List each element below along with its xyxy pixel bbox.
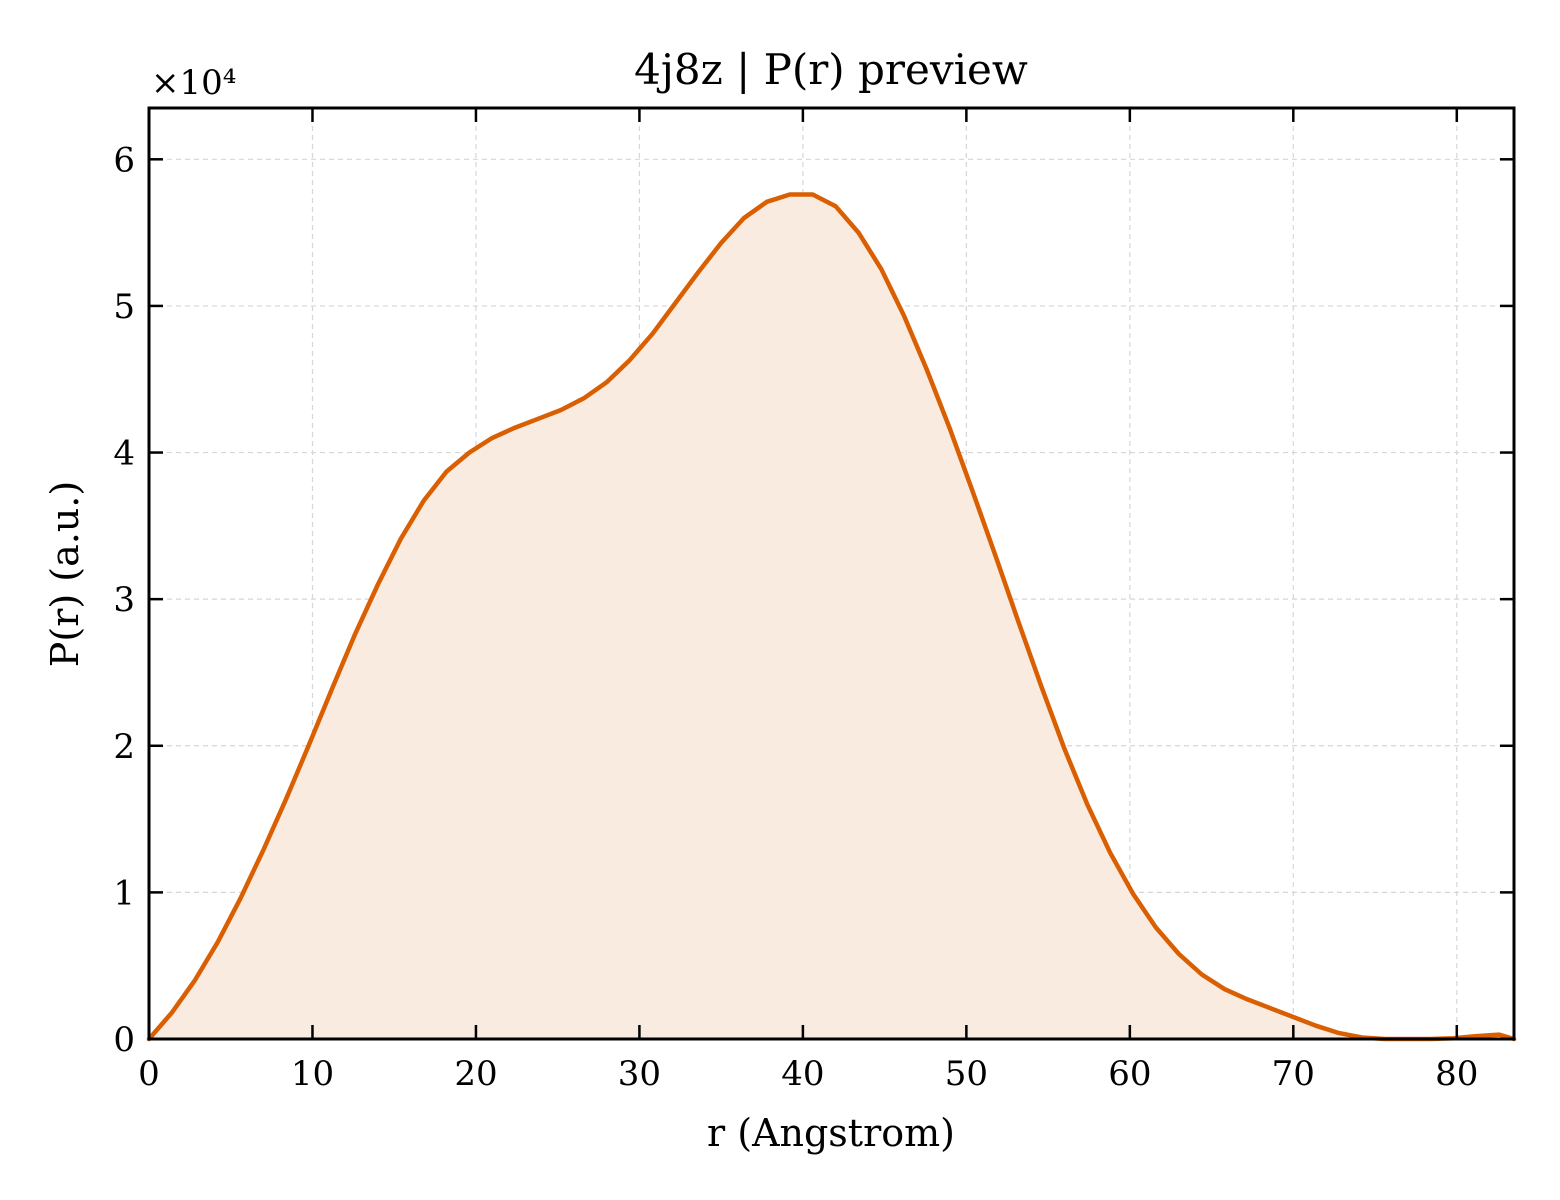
y-tick-label: 5 — [113, 287, 135, 327]
x-tick-label: 70 — [1272, 1054, 1315, 1094]
x-tick-label: 80 — [1435, 1054, 1478, 1094]
x-tick-label: 50 — [945, 1054, 988, 1094]
x-tick-label: 40 — [781, 1054, 824, 1094]
x-tick-label: 20 — [454, 1054, 497, 1094]
x-tick-label: 60 — [1108, 1054, 1151, 1094]
y-tick-label: 4 — [113, 434, 135, 474]
x-tick-label: 0 — [138, 1054, 160, 1094]
y-tick-label: 3 — [113, 580, 135, 620]
y-multiplier-label: ×10⁴ — [151, 63, 236, 103]
y-tick-label: 6 — [113, 140, 135, 180]
plot-frame — [147, 106, 1516, 1041]
axis-ticks — [147, 108, 1514, 1041]
tick-labels: 0 10 20 30 40 50 60 70 80 0 1 2 3 4 5 6 — [113, 140, 1478, 1094]
area-fill — [149, 194, 1514, 1039]
chart-title: 4j8z | P(r) preview — [634, 45, 1028, 94]
x-axis-label: r (Angstrom) — [707, 1111, 955, 1155]
x-tick-label: 30 — [618, 1054, 661, 1094]
y-tick-label: 2 — [113, 727, 135, 767]
y-tick-label: 0 — [113, 1020, 135, 1060]
x-tick-label: 10 — [291, 1054, 334, 1094]
y-axis-label: P(r) (a.u.) — [43, 481, 87, 667]
y-tick-label: 1 — [113, 873, 135, 913]
series-line — [146, 192, 1517, 1042]
